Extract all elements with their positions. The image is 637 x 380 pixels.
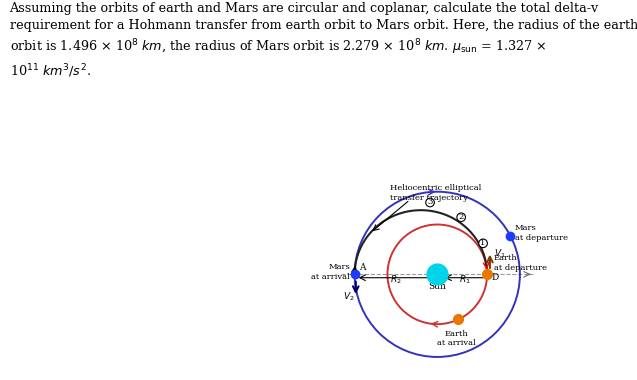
Text: Sun: Sun bbox=[428, 282, 446, 291]
Text: Earth
at arrival: Earth at arrival bbox=[437, 330, 475, 347]
Circle shape bbox=[457, 213, 466, 222]
Text: $V_2$: $V_2$ bbox=[343, 290, 355, 303]
Text: Mars
at departure: Mars at departure bbox=[515, 224, 568, 242]
Text: A: A bbox=[359, 263, 366, 272]
Text: $R_1$: $R_1$ bbox=[459, 273, 471, 286]
Text: Assuming the orbits of earth and Mars are circular and coplanar, calculate the t: Assuming the orbits of earth and Mars ar… bbox=[10, 2, 637, 80]
Text: Mars
at arrival: Mars at arrival bbox=[311, 263, 350, 281]
Text: Heliocentric elliptical
transfer trajectory: Heliocentric elliptical transfer traject… bbox=[390, 184, 481, 202]
Text: 1: 1 bbox=[480, 239, 486, 247]
Text: Earth
at departure: Earth at departure bbox=[494, 254, 547, 272]
Text: 2: 2 bbox=[459, 213, 464, 221]
Circle shape bbox=[479, 239, 487, 248]
Text: $R_2$: $R_2$ bbox=[390, 273, 402, 286]
Text: 3: 3 bbox=[427, 198, 433, 206]
Circle shape bbox=[426, 198, 434, 207]
Text: $V_1$: $V_1$ bbox=[494, 247, 506, 260]
Text: D: D bbox=[492, 273, 499, 282]
